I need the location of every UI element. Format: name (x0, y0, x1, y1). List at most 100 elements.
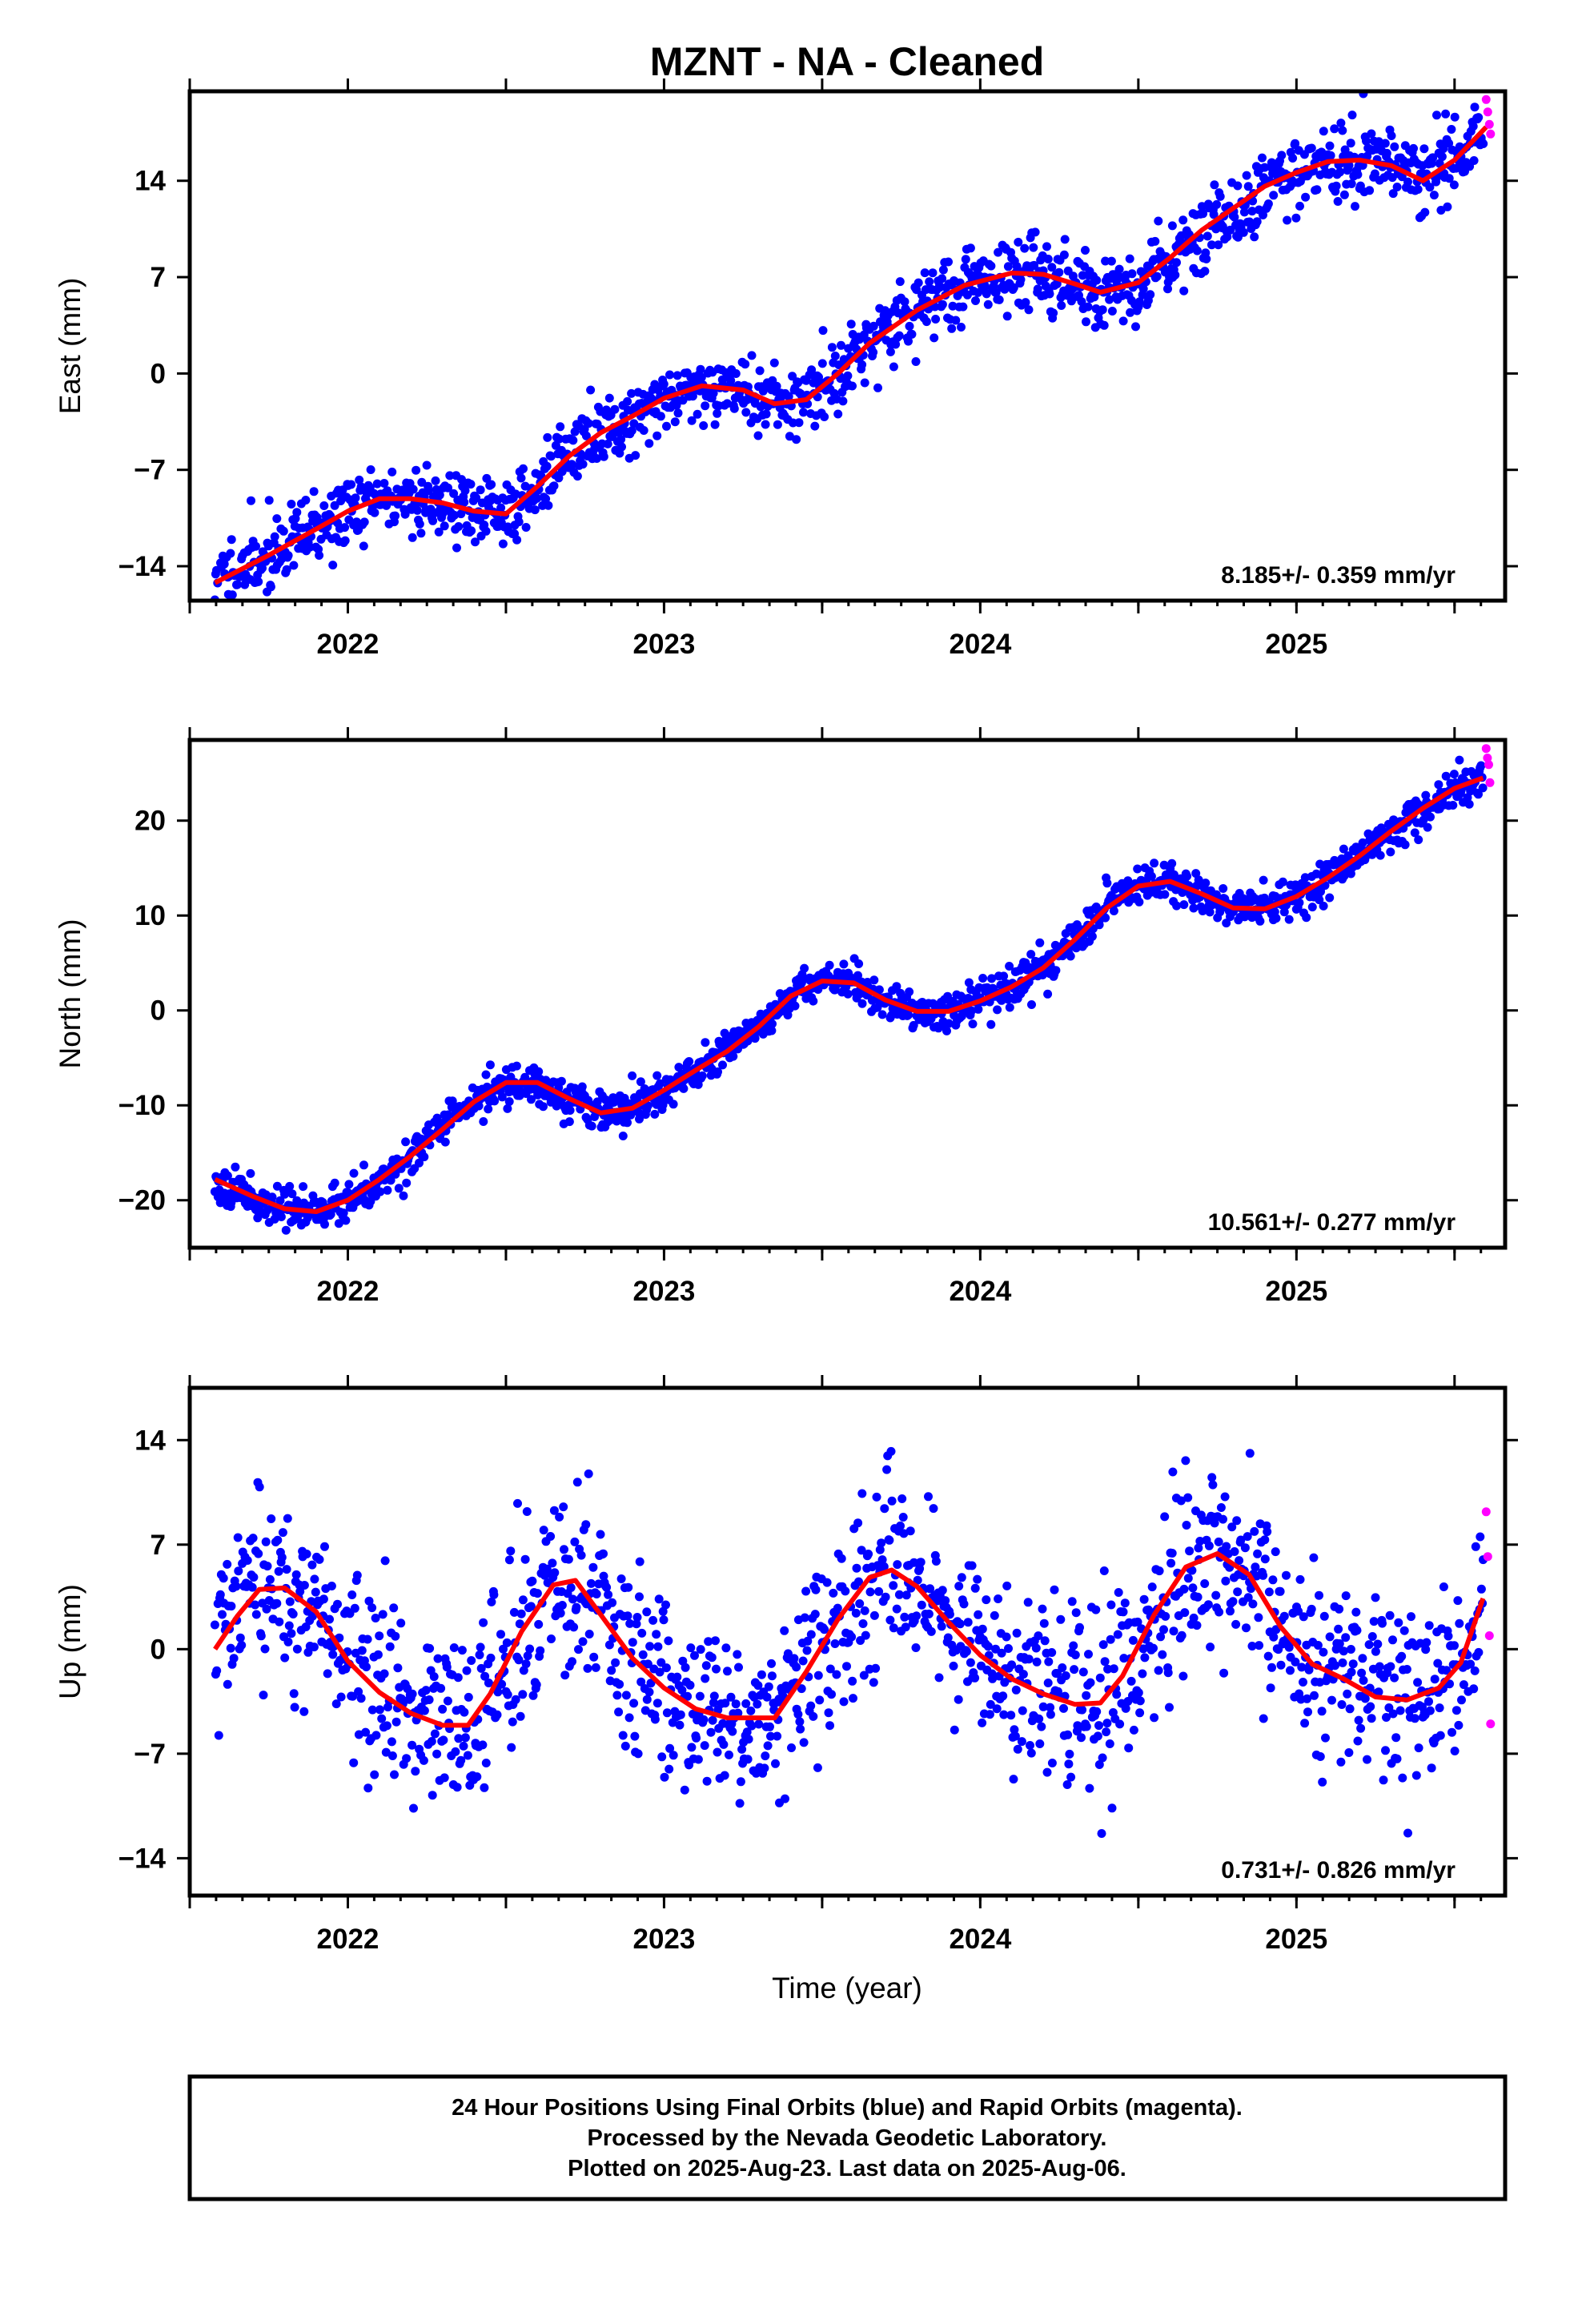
final-orbit-point (415, 519, 424, 529)
final-orbit-point (822, 1578, 832, 1587)
final-orbit-point (1478, 783, 1488, 793)
final-orbit-point (896, 1521, 905, 1530)
final-orbit-point (1211, 1590, 1221, 1600)
final-orbit-point (408, 1740, 417, 1750)
final-orbit-point (347, 480, 356, 489)
final-orbit-point (1222, 919, 1231, 928)
final-orbit-point (743, 1755, 753, 1764)
final-orbit-point (810, 421, 820, 431)
final-orbit-point (1232, 1516, 1242, 1526)
final-orbit-point (1469, 156, 1479, 165)
final-orbit-point (489, 1590, 499, 1599)
final-orbit-point (1263, 1651, 1273, 1661)
final-orbit-point (227, 1602, 236, 1611)
final-orbit-point (978, 974, 988, 983)
final-orbit-point (954, 1582, 964, 1591)
final-orbit-point (700, 1741, 709, 1751)
final-orbit-point (685, 1680, 695, 1690)
final-orbit-point (1023, 1598, 1033, 1607)
final-orbit-point (1228, 1597, 1238, 1606)
final-orbit-point (913, 278, 923, 287)
final-orbit-point (843, 989, 853, 999)
final-orbit-point (1321, 1733, 1330, 1743)
final-orbit-point (1319, 901, 1328, 911)
final-orbit-point (869, 321, 878, 331)
final-orbit-point (1247, 1584, 1255, 1594)
final-orbit-point (1364, 1640, 1374, 1650)
final-orbit-point (251, 1600, 260, 1610)
final-orbit-point (986, 261, 996, 271)
final-orbit-point (1263, 1527, 1272, 1537)
final-orbit-point (1119, 1654, 1129, 1663)
final-orbit-point (599, 452, 608, 461)
final-orbit-point (683, 1691, 693, 1701)
final-orbit-point (628, 1638, 637, 1647)
final-orbit-point (874, 985, 884, 995)
final-orbit-point (857, 1489, 867, 1498)
final-orbit-point (1346, 1645, 1355, 1654)
final-orbit-point (861, 1630, 870, 1640)
final-orbit-point (685, 1760, 694, 1770)
final-orbit-point (767, 1659, 776, 1668)
final-orbit-point (1433, 1659, 1443, 1668)
final-orbit-point (264, 496, 274, 505)
final-orbit-point (1170, 270, 1180, 279)
final-orbit-point (736, 1777, 745, 1787)
final-orbit-point (1403, 177, 1412, 187)
x-tick-label: 2023 (632, 1276, 695, 1307)
final-orbit-point (1020, 243, 1030, 253)
final-orbit-point (1294, 1606, 1303, 1616)
final-orbit-point (1450, 112, 1460, 122)
final-orbit-point (905, 321, 914, 331)
final-orbit-point (299, 1182, 308, 1192)
final-orbit-point (711, 1636, 720, 1646)
final-orbit-point (382, 1721, 391, 1731)
final-orbit-point (860, 378, 869, 388)
final-orbit-point (924, 1492, 933, 1502)
final-orbit-point (967, 1561, 977, 1570)
final-orbit-point (827, 343, 837, 352)
final-orbit-point (673, 1672, 682, 1682)
final-orbit-point (994, 295, 1004, 304)
final-orbit-point (1156, 1632, 1166, 1642)
final-orbit-point (1135, 1708, 1145, 1718)
final-orbit-point (1370, 169, 1379, 179)
final-orbit-point (1009, 283, 1018, 292)
rapid-orbit-point (1481, 94, 1491, 104)
final-orbit-point (1435, 1731, 1445, 1740)
final-orbit-point (642, 1607, 652, 1617)
final-orbit-point (701, 1661, 711, 1671)
final-orbit-point (284, 1621, 294, 1630)
final-orbit-point (247, 1582, 257, 1592)
final-orbit-point (484, 1104, 493, 1114)
final-orbit-point (1303, 1707, 1312, 1717)
final-orbit-point (492, 1710, 502, 1719)
y-tick-label: −14 (118, 1843, 167, 1874)
final-orbit-point (1450, 1641, 1459, 1651)
final-orbit-point (802, 1646, 812, 1655)
rapid-orbit-point (1485, 778, 1495, 787)
final-orbit-point (267, 1514, 276, 1523)
final-orbit-point (504, 1555, 514, 1565)
final-orbit-point (1178, 215, 1188, 225)
final-orbit-point (1371, 1593, 1380, 1602)
final-orbit-point (240, 580, 250, 589)
final-orbit-point (1161, 1611, 1170, 1621)
final-orbit-point (539, 1526, 548, 1535)
final-orbit-point (943, 1633, 953, 1642)
final-orbit-point (1150, 858, 1159, 868)
final-orbit-point (974, 1004, 983, 1014)
final-orbit-point (904, 336, 913, 346)
final-orbit-point (1105, 1739, 1114, 1748)
final-orbit-point (280, 1653, 290, 1663)
final-orbit-point (359, 1160, 368, 1170)
final-orbit-point (375, 1705, 384, 1715)
final-orbit-point (234, 1566, 243, 1576)
final-orbit-point (1047, 1759, 1057, 1767)
final-orbit-point (839, 959, 849, 969)
final-orbit-point (315, 1554, 324, 1564)
final-orbit-point (592, 1097, 602, 1107)
final-orbit-point (928, 268, 938, 278)
final-orbit-point (460, 1733, 470, 1743)
final-orbit-point (472, 1772, 482, 1782)
